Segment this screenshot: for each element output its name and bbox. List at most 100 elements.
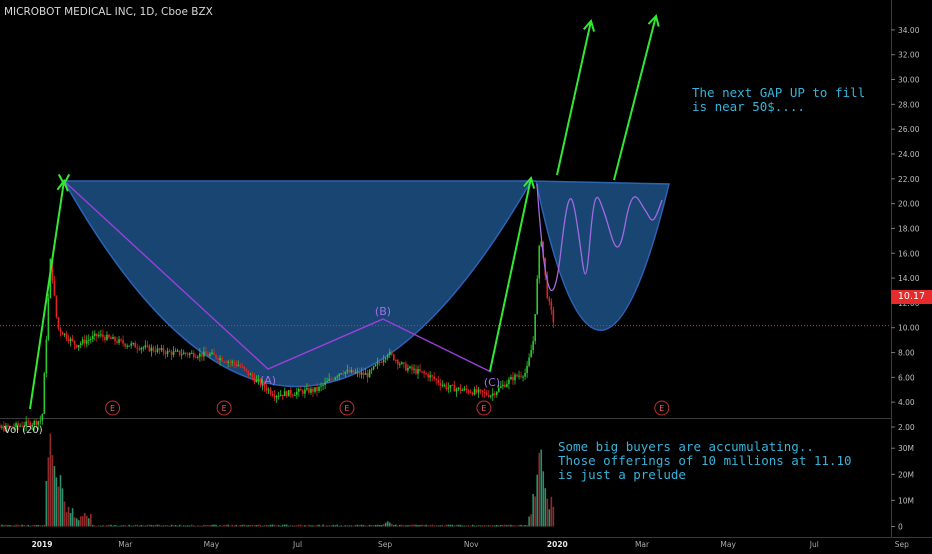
volume-bar [3, 525, 5, 527]
candle-body [378, 362, 381, 364]
candle-body [108, 334, 110, 338]
candle-body [160, 348, 163, 351]
candle-body [324, 382, 326, 385]
earnings-marker-letter: E [110, 404, 115, 413]
earnings-marker: E [105, 400, 121, 416]
earnings-marker-letter: E [344, 404, 349, 413]
volume-bar [544, 488, 547, 527]
candle-body [259, 379, 262, 386]
time-tick-label: Sep [378, 540, 392, 549]
candle-body [463, 388, 466, 390]
candle-body [39, 420, 42, 422]
gap-note: The next GAP UP to fill is near 50$.... [692, 86, 865, 114]
volume-bar [75, 518, 78, 527]
volume-bar [352, 525, 355, 527]
candle-body [540, 241, 543, 247]
volume-bar [267, 525, 270, 527]
candle-body [338, 373, 341, 377]
volume-bar [231, 524, 233, 527]
volume-bar [13, 525, 15, 527]
candle-body [225, 361, 227, 363]
candle-body [53, 280, 56, 296]
candle-body [352, 370, 355, 373]
candle-body [17, 423, 19, 426]
volume-bar [164, 525, 167, 527]
candle-body [451, 385, 454, 387]
volume-bar [193, 525, 195, 527]
candle-body [199, 353, 201, 357]
volume-bar [419, 524, 421, 527]
candle-body [296, 391, 298, 395]
candle-body [146, 345, 149, 347]
volume-bar [69, 512, 72, 527]
earnings-marker-ring [216, 400, 232, 416]
volume-bar [25, 525, 27, 527]
volume-bar [322, 524, 324, 527]
candle-body [124, 343, 126, 347]
candle-body [485, 392, 488, 395]
volume-bar [374, 524, 377, 527]
volume-bar [457, 524, 460, 527]
price-tick-label: 18.00 [898, 224, 920, 233]
candle-body [23, 426, 25, 428]
candle-body [346, 369, 349, 372]
volume-bar [423, 525, 425, 527]
volume-bar [463, 525, 466, 527]
candle-body [184, 352, 187, 354]
volume-bar [213, 524, 215, 527]
candle-body [188, 353, 191, 355]
candle-body [209, 354, 211, 356]
volume-bar [445, 524, 448, 527]
volume-bar [7, 525, 9, 527]
earnings-marker-ring [476, 400, 492, 416]
volume-bar [425, 524, 427, 527]
candle-body [415, 368, 417, 374]
volume-bar [360, 524, 363, 527]
candle-body [455, 389, 458, 392]
volume-bar [19, 525, 21, 527]
volume-bar [31, 525, 34, 527]
volume-bar [180, 525, 183, 527]
candle-body [407, 367, 409, 371]
volume-bar [342, 525, 345, 527]
candle-body [500, 386, 502, 388]
candle-body [57, 317, 60, 329]
candle-body [89, 339, 92, 341]
candle-body [275, 396, 278, 398]
volume-bar [461, 525, 464, 527]
volume-bar [116, 525, 118, 527]
volume-bar [253, 525, 256, 527]
candle-body [388, 351, 391, 356]
volume-bar [146, 524, 149, 527]
volume-bar [96, 525, 98, 527]
volume-bar [401, 524, 403, 527]
earnings-marker-letter: E [659, 404, 664, 413]
time-tick-label: 2020 [547, 540, 568, 549]
candle-body [542, 241, 545, 258]
volume-bar [279, 525, 282, 527]
volume-bar [453, 525, 456, 527]
candle-body [283, 391, 286, 397]
candle-body [3, 426, 5, 431]
candle-body [431, 375, 433, 377]
candle-body [267, 389, 270, 391]
candle-body [263, 382, 266, 388]
volume-bar [469, 525, 472, 527]
candle-body [342, 373, 345, 375]
candle-body [289, 390, 292, 395]
volume-bar [372, 525, 375, 527]
volume-bar [479, 525, 482, 527]
volume-bar [11, 525, 13, 527]
candle-body [186, 353, 189, 355]
candle-body [520, 375, 522, 377]
volume-bar [98, 525, 100, 527]
candle-body [126, 345, 128, 347]
candle-body [21, 425, 23, 427]
volume-bar [348, 525, 351, 527]
volume-bar [156, 524, 159, 527]
candle-body [320, 385, 322, 387]
volume-bar [108, 524, 110, 527]
candle-body [69, 338, 72, 342]
candle-body [374, 364, 377, 367]
volume-bar [362, 525, 365, 527]
